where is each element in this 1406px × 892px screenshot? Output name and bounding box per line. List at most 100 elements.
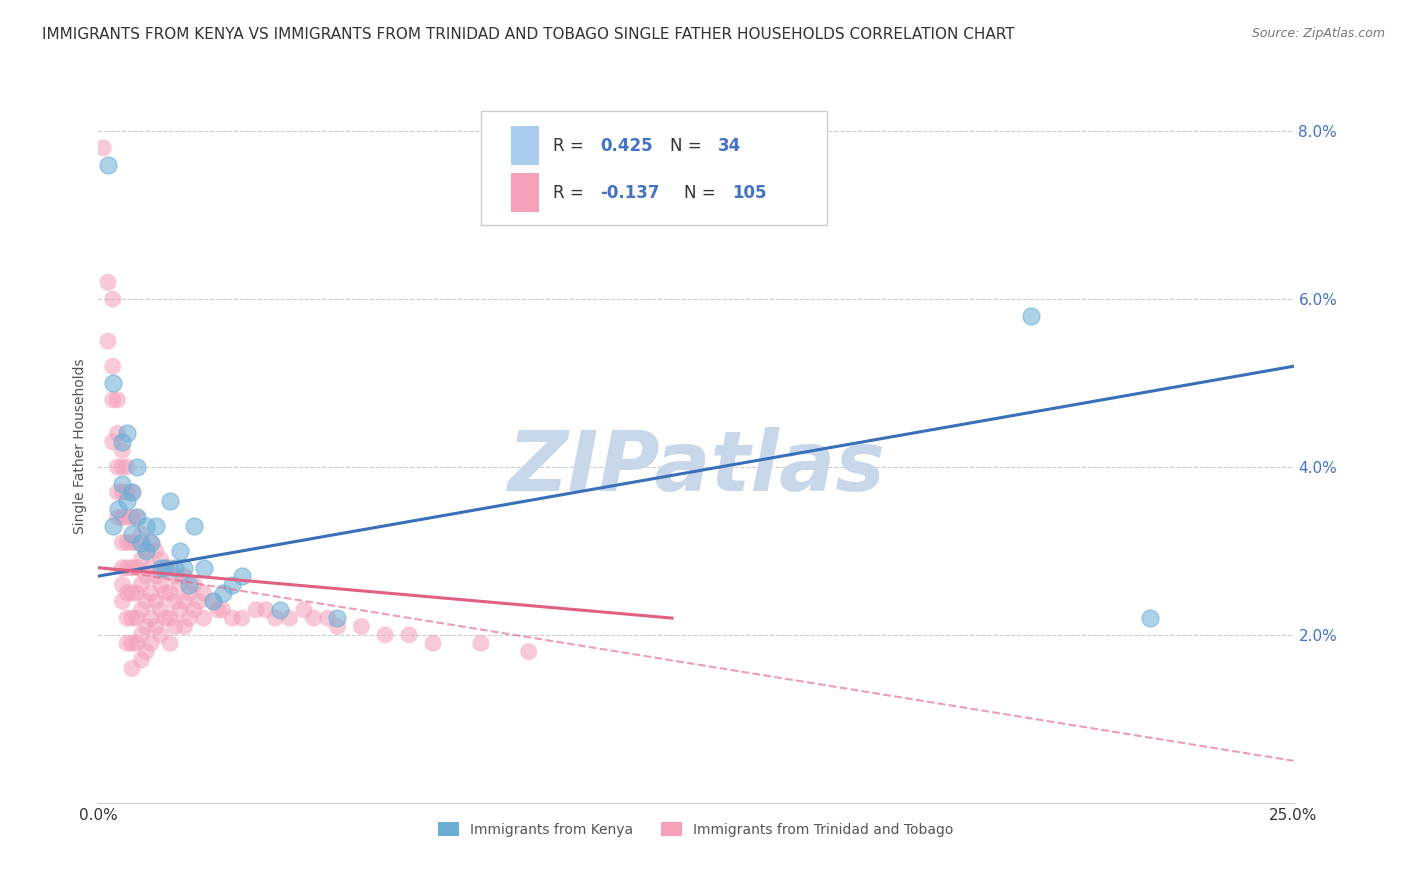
Point [155, 560, 177, 574]
Point [149, 552, 172, 566]
Point [131, 653, 153, 667]
Point [101, 292, 124, 306]
Point [149, 603, 172, 617]
Point [115, 460, 138, 475]
Point [101, 518, 124, 533]
Legend: Immigrants from Kenya, Immigrants from Trinidad and Tobago: Immigrants from Kenya, Immigrants from T… [433, 816, 959, 842]
Point [202, 594, 225, 608]
Point [121, 485, 143, 500]
Point [350, 619, 373, 633]
Point [179, 577, 201, 591]
Point [173, 619, 195, 633]
Point [207, 603, 229, 617]
Text: N =: N = [685, 184, 721, 202]
Point [135, 569, 157, 583]
Point [111, 560, 134, 574]
Point [163, 594, 186, 608]
Point [121, 535, 143, 549]
Point [149, 560, 172, 574]
Text: IMMIGRANTS FROM KENYA VS IMMIGRANTS FROM TRINIDAD AND TOBAGO SINGLE FATHER HOUSE: IMMIGRANTS FROM KENYA VS IMMIGRANTS FROM… [42, 27, 1015, 42]
Point [163, 560, 186, 574]
Point [278, 611, 301, 625]
Point [155, 611, 177, 625]
Text: 0.425: 0.425 [600, 136, 652, 154]
Point [131, 628, 153, 642]
Point [135, 518, 157, 533]
Point [179, 611, 201, 625]
Point [159, 586, 181, 600]
Point [115, 493, 138, 508]
Point [231, 569, 253, 583]
Point [131, 577, 153, 591]
Point [101, 392, 124, 407]
FancyBboxPatch shape [510, 126, 540, 165]
Point [139, 636, 162, 650]
Point [111, 434, 134, 449]
Point [111, 510, 134, 524]
Point [125, 510, 148, 524]
Point [107, 460, 129, 475]
Point [135, 619, 157, 633]
Point [121, 636, 143, 650]
Point [107, 510, 129, 524]
Point [97, 158, 120, 172]
Point [121, 510, 143, 524]
Point [125, 510, 148, 524]
Point [115, 535, 138, 549]
Text: N =: N = [669, 136, 707, 154]
Point [125, 535, 148, 549]
Point [1139, 611, 1161, 625]
Point [374, 628, 396, 642]
Point [169, 544, 191, 558]
Point [101, 376, 124, 390]
Point [159, 560, 181, 574]
Point [316, 611, 339, 625]
FancyBboxPatch shape [510, 173, 540, 212]
Point [115, 611, 138, 625]
Point [121, 527, 143, 541]
Point [211, 586, 233, 600]
Point [163, 619, 186, 633]
Point [91, 141, 114, 155]
Point [135, 544, 157, 558]
Point [121, 586, 143, 600]
FancyBboxPatch shape [481, 111, 828, 225]
Text: R =: R = [553, 184, 589, 202]
Point [121, 661, 143, 675]
Point [131, 552, 153, 566]
Point [159, 493, 181, 508]
Point [193, 560, 215, 574]
Point [115, 485, 138, 500]
Point [326, 611, 349, 625]
Point [173, 594, 195, 608]
Point [115, 510, 138, 524]
Point [107, 392, 129, 407]
Point [169, 577, 191, 591]
Point [173, 560, 195, 574]
Point [139, 586, 162, 600]
Point [115, 426, 138, 441]
Text: Source: ZipAtlas.com: Source: ZipAtlas.com [1251, 27, 1385, 40]
Point [179, 586, 201, 600]
Text: -0.137: -0.137 [600, 184, 659, 202]
Point [245, 603, 267, 617]
Point [398, 628, 420, 642]
Point [111, 535, 134, 549]
Point [264, 611, 287, 625]
Point [107, 485, 129, 500]
Point [145, 518, 167, 533]
Point [163, 569, 186, 583]
Point [139, 560, 162, 574]
Point [139, 611, 162, 625]
Point [155, 560, 177, 574]
Point [193, 586, 215, 600]
Point [221, 577, 243, 591]
Point [254, 603, 277, 617]
Point [187, 594, 209, 608]
Point [221, 611, 243, 625]
Point [269, 603, 291, 617]
Point [149, 628, 172, 642]
Point [145, 569, 167, 583]
Point [183, 518, 205, 533]
Point [193, 611, 215, 625]
